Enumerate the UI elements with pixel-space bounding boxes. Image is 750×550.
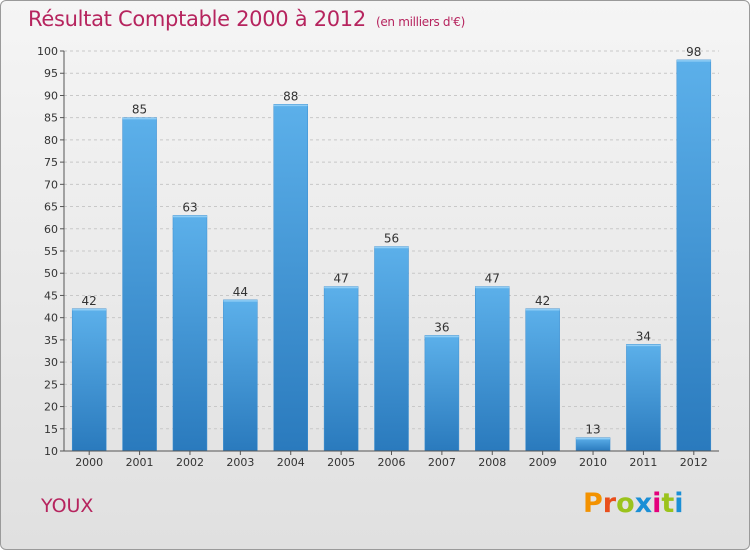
data-label-2002: 63 [182, 200, 197, 214]
bar-2007 [424, 335, 460, 452]
y-tick-label: 50 [44, 267, 58, 280]
commune-name: YOUX [41, 495, 94, 517]
y-tick-label: 60 [44, 223, 58, 236]
x-tick-label: 2009 [529, 456, 557, 469]
x-tick-label: 2012 [680, 456, 708, 469]
data-label-2011: 34 [636, 329, 651, 343]
x-tick-label: 2008 [478, 456, 506, 469]
x-tick-label: 2010 [579, 456, 607, 469]
bar-2003 [223, 299, 258, 452]
data-label-2010: 13 [585, 423, 600, 437]
bar-2002 [172, 215, 208, 452]
bar-2010 [575, 437, 611, 452]
x-tick-label: 2006 [378, 456, 406, 469]
y-tick-label: 40 [44, 312, 58, 325]
data-label-2007: 36 [434, 320, 449, 334]
logo-letter: i [652, 488, 662, 519]
y-tick-label: 90 [44, 89, 58, 102]
x-tick-label: 2005 [327, 456, 355, 469]
y-tick-label: 75 [44, 156, 58, 169]
y-tick-label: 55 [44, 245, 58, 258]
x-tick-label: 2000 [75, 456, 103, 469]
logo-letter: x [634, 488, 653, 519]
logo-letter: t [661, 488, 675, 519]
y-axis-ticks: 10 15 20 25 30 35 40 45 50 55 60 65 70 75 80 85 90 95 100 [37, 45, 64, 458]
y-tick-label: 95 [44, 67, 58, 80]
y-tick-label: 70 [44, 178, 58, 191]
y-tick-label: 85 [44, 112, 58, 125]
data-label-2003: 44 [233, 285, 248, 299]
bar-2008 [475, 286, 510, 452]
bar-2005 [323, 286, 359, 452]
data-labels: 42 85 63 44 88 47 56 36 47 42 13 34 98 [82, 45, 702, 437]
y-tick-label: 15 [44, 423, 58, 436]
chart-subtitle: (en milliers d'€) [375, 15, 465, 29]
y-tick-label: 80 [44, 134, 58, 147]
data-label-2000: 42 [82, 294, 97, 308]
data-label-2012: 98 [686, 45, 701, 59]
data-label-2006: 56 [384, 232, 399, 246]
y-tick-label: 10 [44, 445, 58, 458]
chart-title-text: Résultat Comptable 2000 à 2012 [28, 7, 366, 31]
data-label-2001: 85 [132, 103, 147, 117]
x-tick-label: 2003 [226, 456, 254, 469]
logo-letter: o [616, 488, 635, 519]
bars [71, 59, 712, 452]
y-tick-label: 30 [44, 356, 58, 369]
y-tick-label: 35 [44, 334, 58, 347]
bar-2009 [525, 308, 560, 452]
bar-2006 [374, 246, 409, 452]
y-tick-label: 20 [44, 401, 58, 414]
x-tick-label: 2002 [176, 456, 204, 469]
x-axis-ticks: 2000 2001 2002 2003 2004 2005 2006 2007 2008 2009… [75, 451, 708, 469]
bar-2000 [71, 308, 107, 452]
chart-title: Résultat Comptable 2000 à 2012 (en millie… [28, 7, 465, 31]
data-label-2008: 47 [485, 272, 500, 286]
data-label-2004: 88 [283, 89, 298, 103]
y-tick-label: 100 [37, 45, 58, 58]
y-tick-label: 25 [44, 378, 58, 391]
x-tick-label: 2004 [277, 456, 305, 469]
bar-2012 [676, 59, 712, 452]
bar-2004 [273, 104, 308, 452]
proxiti-logo: Proxiti [583, 488, 684, 519]
data-label-2005: 47 [333, 272, 348, 286]
bar-2001 [122, 117, 157, 452]
y-tick-label: 45 [44, 289, 58, 302]
bar-2011 [626, 344, 661, 452]
x-tick-label: 2011 [629, 456, 657, 469]
logo-letter: P [583, 488, 603, 519]
y-tick-label: 65 [44, 201, 58, 214]
x-tick-label: 2001 [126, 456, 154, 469]
logo-letter: r [602, 488, 617, 519]
logo-letter: i [674, 488, 684, 519]
axes [63, 51, 719, 452]
data-label-2009: 42 [535, 294, 550, 308]
x-tick-label: 2007 [428, 456, 456, 469]
